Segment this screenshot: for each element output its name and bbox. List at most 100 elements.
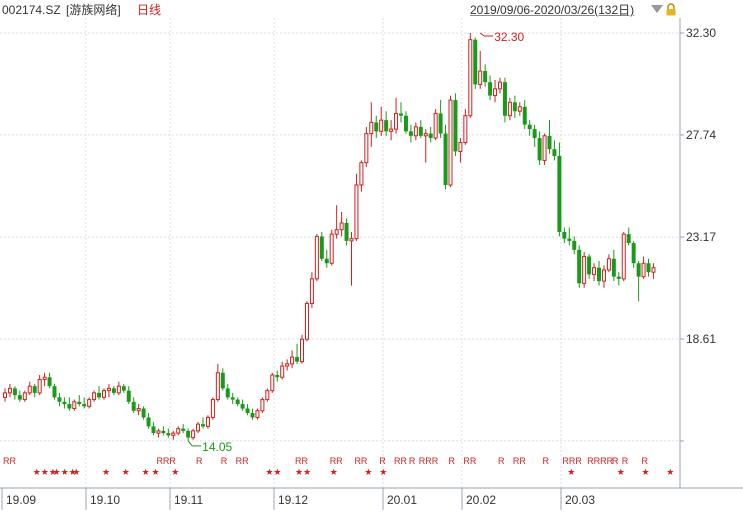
candle-body-down — [220, 372, 225, 389]
candle-body-down — [557, 155, 562, 232]
candle-body-down — [295, 357, 300, 362]
candle-body-down — [344, 222, 349, 241]
lock-icon[interactable] — [665, 3, 677, 16]
signal-marker-star: ★ — [567, 467, 575, 477]
candle-body-up — [285, 363, 290, 367]
signal-marker-r: RRR — [562, 456, 582, 466]
signal-marker-r: R — [612, 456, 619, 466]
price-tick-label: 18.61 — [686, 332, 716, 346]
candle-body-down — [97, 392, 102, 398]
candle-body-up — [354, 184, 359, 240]
candle-body-up — [507, 101, 512, 117]
signal-marker-r: RR — [354, 456, 367, 466]
candle-body-down — [275, 374, 280, 378]
signal-marker-star: ★★★ — [33, 467, 57, 477]
date-tick-label: 20.01 — [387, 493, 417, 507]
candle-body-down — [121, 386, 126, 391]
price-tick-label: 23.17 — [686, 230, 716, 244]
candle-body-up — [369, 121, 374, 135]
candle-body-down — [403, 115, 408, 132]
signal-marker-r: R — [409, 456, 416, 466]
candle-body-down — [161, 430, 166, 434]
stock-name: [游族网络] — [66, 3, 121, 17]
signal-marker-star: ★ — [642, 467, 650, 477]
candle-body-up — [290, 356, 295, 365]
candle-body-up — [106, 387, 111, 392]
candle-body-down — [616, 276, 621, 279]
signal-marker-star: ★ — [152, 467, 160, 477]
candle-body-up — [463, 115, 468, 144]
candle-body-down — [67, 404, 72, 409]
signal-marker-star: ★ — [72, 467, 80, 477]
candle-body-down — [483, 70, 488, 83]
candle-body-up — [339, 222, 344, 231]
period-label[interactable]: 日线 — [137, 3, 162, 17]
candle-body-up — [498, 81, 502, 90]
candle-body-down — [52, 386, 57, 398]
candle-body-up — [171, 432, 176, 436]
candle-body-up — [300, 338, 304, 363]
candle-body-up — [394, 112, 399, 130]
candle-body-down — [62, 401, 67, 405]
signal-marker-r: RR — [513, 456, 526, 466]
low-price-label: 14.05 — [202, 440, 232, 454]
candle-body-down — [537, 138, 542, 161]
signal-marker-r: R — [221, 456, 228, 466]
signal-marker-r: RRR — [156, 456, 176, 466]
candle-body-up — [102, 390, 106, 398]
candle-body-down — [567, 238, 572, 241]
candle-body-up — [87, 399, 92, 407]
candle-body-down — [626, 234, 631, 244]
candle-body-up — [458, 142, 463, 152]
candle-body-up — [215, 372, 220, 401]
candle-body-down — [399, 113, 403, 116]
signal-marker-r: R — [196, 456, 203, 466]
candle-body-down — [181, 428, 186, 431]
candle-body-down — [126, 390, 131, 402]
candle-body-up — [210, 399, 215, 418]
signal-marker-r: RRRR — [587, 456, 613, 466]
signal-marker-r: RR — [463, 456, 476, 466]
signal-marker-r: R — [449, 456, 456, 466]
candle-body-up — [260, 399, 265, 412]
signal-marker-r: RR — [3, 456, 16, 466]
candle-body-up — [364, 133, 369, 164]
candle-body-down — [186, 430, 191, 438]
candle-body-up — [42, 376, 47, 380]
candles-layer[interactable] — [3, 33, 656, 441]
signal-marker-star: ★★★ — [53, 467, 77, 477]
candle-body-up — [329, 233, 334, 264]
date-tick-label: 19.10 — [90, 493, 120, 507]
candle-body-up — [517, 106, 522, 112]
candle-body-down — [562, 231, 567, 239]
candle-body-up — [156, 430, 161, 434]
candle-body-up — [433, 112, 438, 139]
dropdown-triangle-icon[interactable] — [651, 5, 663, 13]
candle-body-down — [245, 408, 250, 413]
candle-body-down — [141, 408, 146, 418]
candle-body-up — [651, 267, 656, 273]
candle-body-down — [235, 399, 240, 405]
candle-body-up — [3, 392, 7, 398]
signal-marker-r: RRR — [419, 456, 439, 466]
candle-body-up — [582, 256, 587, 284]
candle-body-down — [522, 106, 527, 125]
candle-body-up — [270, 374, 275, 392]
date-range-label[interactable]: 2019/09/06-2020/03/26(132日) — [470, 3, 635, 17]
signal-marker-r: R — [498, 456, 505, 466]
candle-body-down — [12, 388, 17, 396]
signal-marker-r: R — [622, 456, 629, 466]
annotations-layer: 32.30 14.05 — [187, 30, 525, 454]
candle-body-up — [205, 416, 210, 427]
candle-body-down — [17, 395, 22, 400]
candle-body-down — [587, 256, 592, 275]
candle-body-up — [27, 385, 32, 394]
candle-body-up — [37, 378, 42, 394]
candle-body-up — [349, 238, 354, 242]
candle-body-up — [196, 423, 201, 432]
candle-body-down — [230, 397, 235, 400]
candle-body-down — [131, 401, 136, 411]
